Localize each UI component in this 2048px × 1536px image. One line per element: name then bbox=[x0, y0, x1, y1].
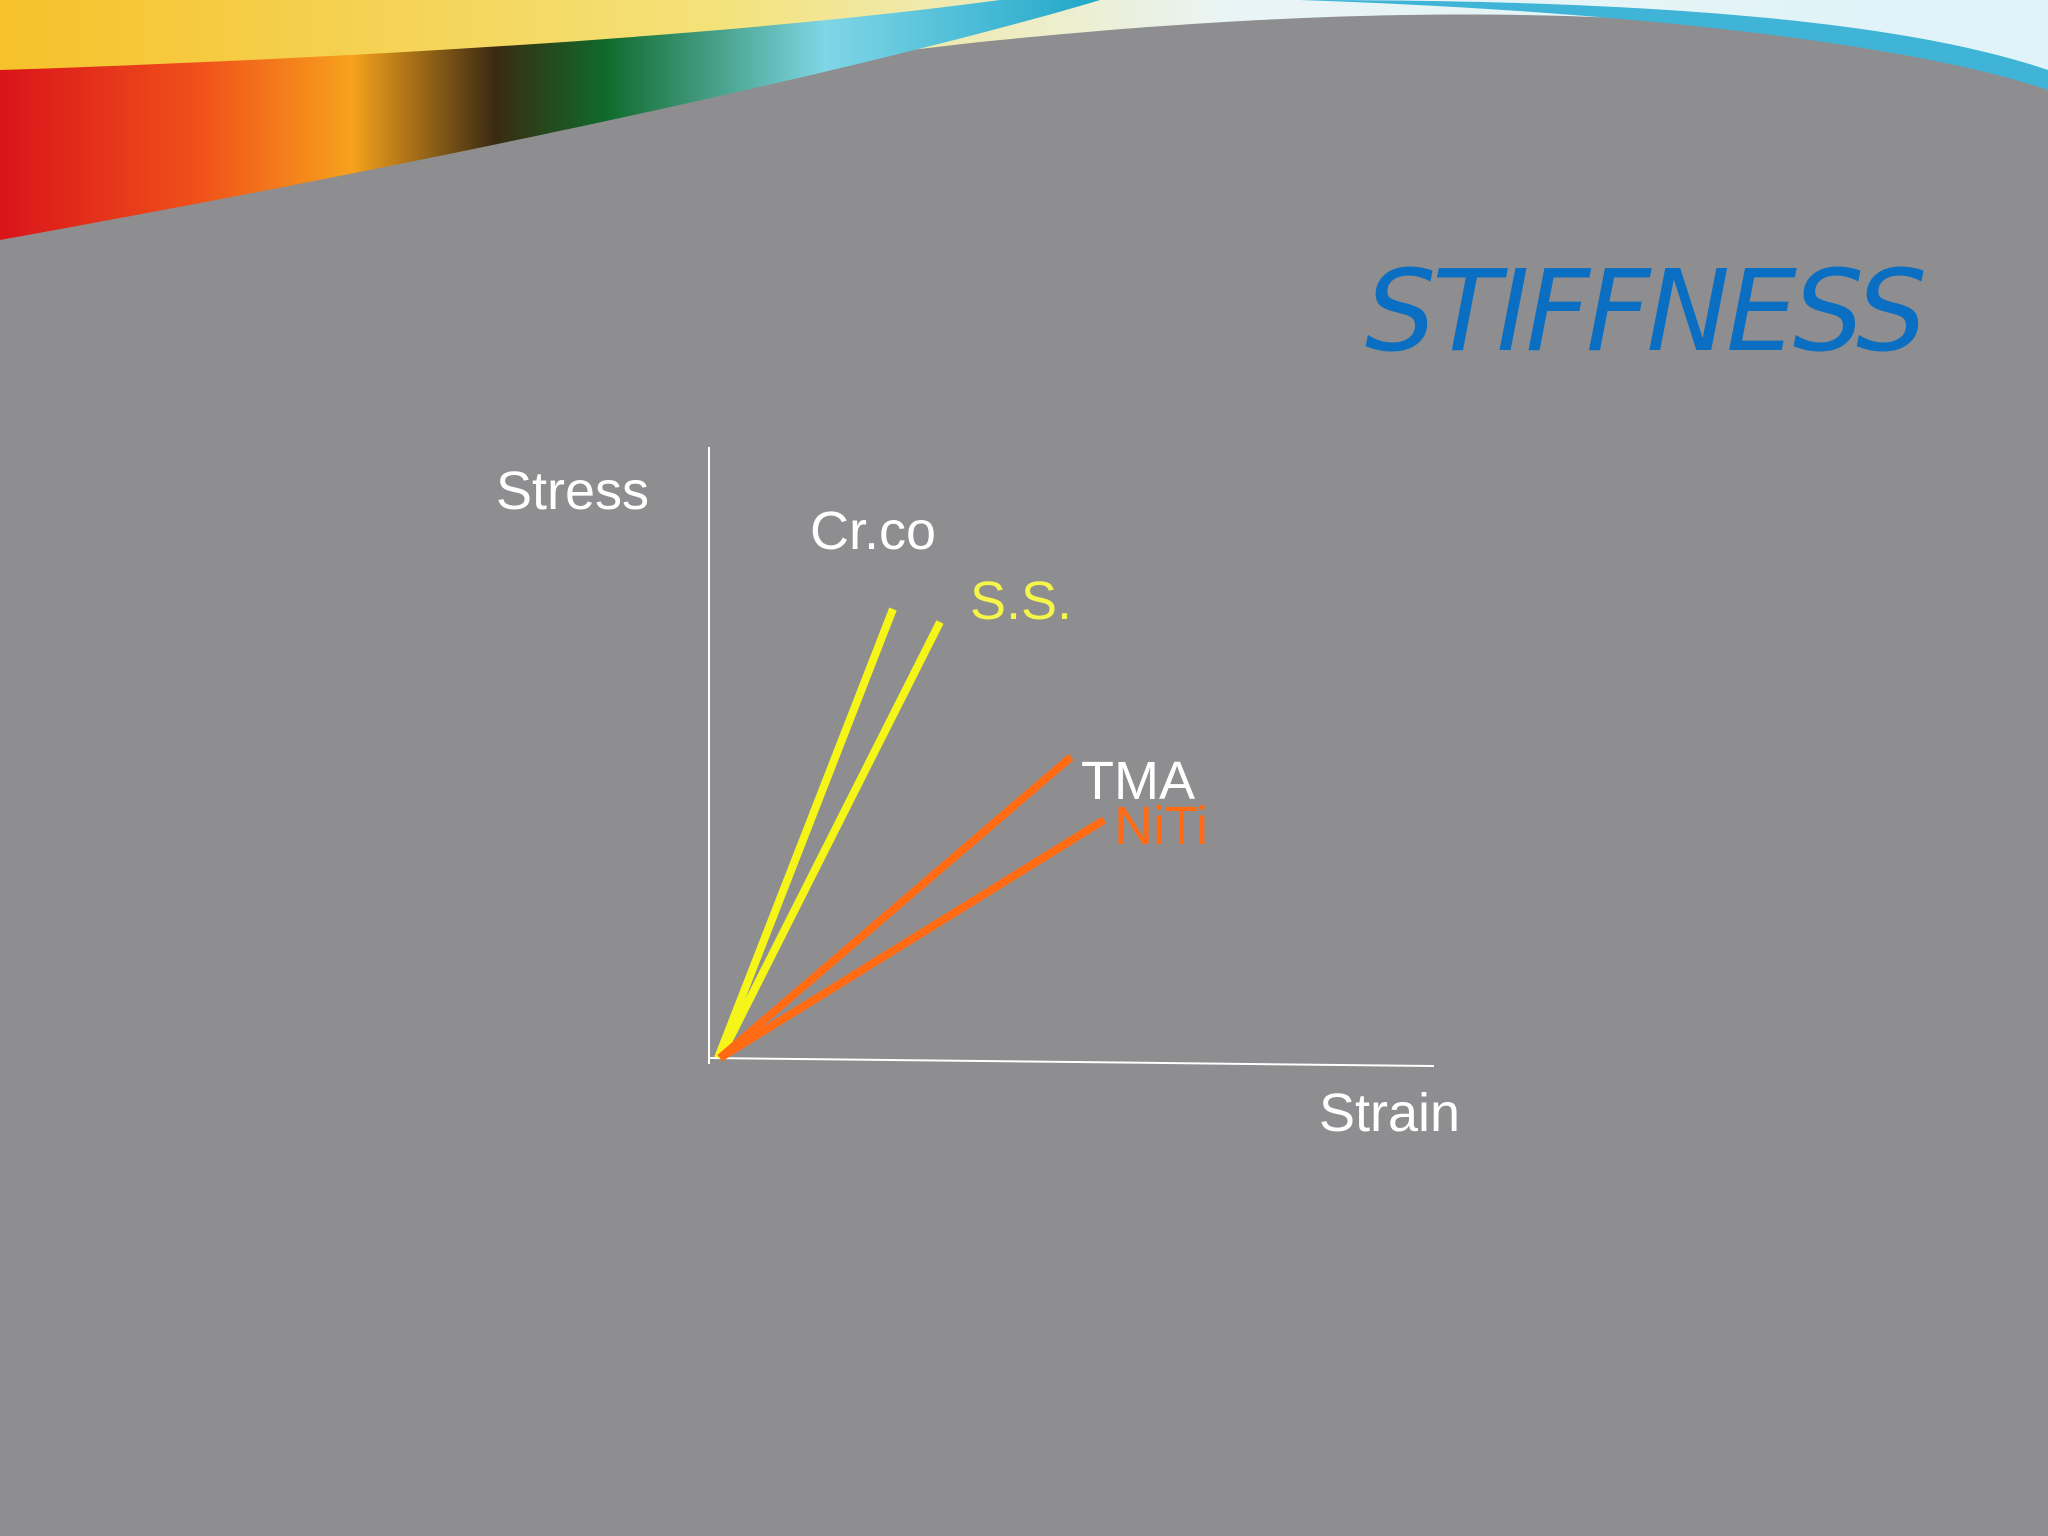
tma-line bbox=[717, 753, 1074, 1062]
y-axis-label: Stress bbox=[496, 461, 649, 521]
curve-label: Cr.co bbox=[810, 501, 936, 561]
niti-line bbox=[717, 816, 1107, 1062]
crco-line bbox=[714, 607, 897, 1060]
title: STIFFNESS bbox=[1365, 247, 1924, 377]
curve-label: TMA bbox=[1081, 751, 1195, 811]
decor-swoosh bbox=[0, 0, 1100, 240]
curve-label: NiTi bbox=[1114, 796, 1208, 856]
x-axis-label: Strain bbox=[1319, 1083, 1460, 1143]
curve-label: S.S. bbox=[970, 571, 1072, 631]
ss-line bbox=[716, 620, 944, 1060]
decor-swoosh-blue bbox=[1300, 0, 2048, 90]
x-axis bbox=[708, 1057, 1435, 1067]
